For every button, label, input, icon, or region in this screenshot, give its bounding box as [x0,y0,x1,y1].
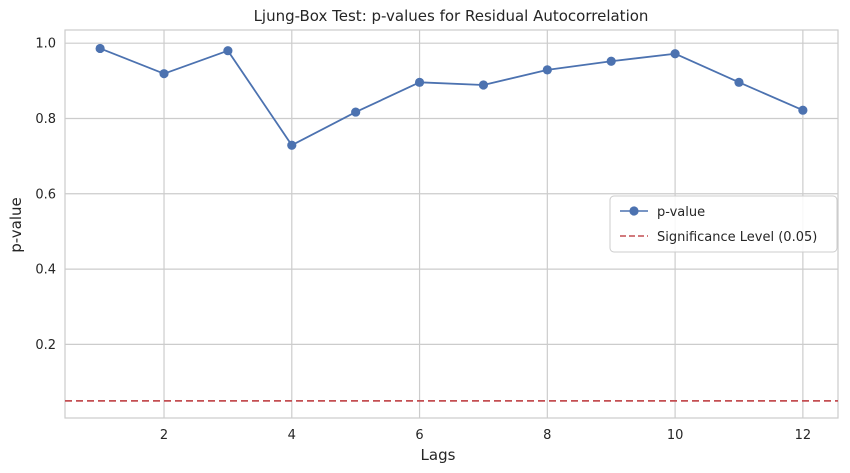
data-point [351,107,361,117]
data-point [734,77,744,87]
data-point [223,46,233,56]
chart-title: Ljung-Box Test: p-values for Residual Au… [254,7,649,25]
y-tick-label: 0.2 [35,338,56,353]
legend-label-p-value: p-value [657,205,705,220]
y-tick-label: 1.0 [35,37,56,52]
x-tick-label: 4 [288,428,296,443]
y-tick-labels: 0.2 0.4 0.6 0.8 1.0 [35,37,56,353]
y-tick-label: 0.8 [35,112,56,127]
legend: p-value Significance Level (0.05) [609,195,838,253]
legend-marker-p-value [629,206,639,216]
data-point [95,43,105,54]
series-layer [95,43,808,150]
data-point [606,56,616,66]
x-tick-label: 2 [160,428,168,443]
x-tick-label: 8 [543,428,551,443]
y-tick-label: 0.4 [35,263,56,278]
y-tick-label: 0.6 [35,187,56,202]
x-tick-label: 6 [415,428,423,443]
data-point [414,77,425,87]
series-line-p-value [99,47,804,147]
x-tick-label: 12 [795,428,812,443]
grid [65,30,838,418]
x-tick-label: 10 [667,428,684,443]
data-point [542,65,552,75]
data-point [798,105,808,115]
plot-frame [64,29,839,419]
data-point [478,80,489,90]
x-tick-labels: 2 4 6 8 10 12 [160,428,811,443]
legend-box [609,195,838,253]
y-axis-title: p-value [7,197,25,253]
data-point [287,140,297,150]
x-axis-title: Lags [421,446,456,464]
data-point [670,49,680,59]
data-point [159,69,169,79]
legend-label-significance-level: Significance Level (0.05) [657,230,817,245]
